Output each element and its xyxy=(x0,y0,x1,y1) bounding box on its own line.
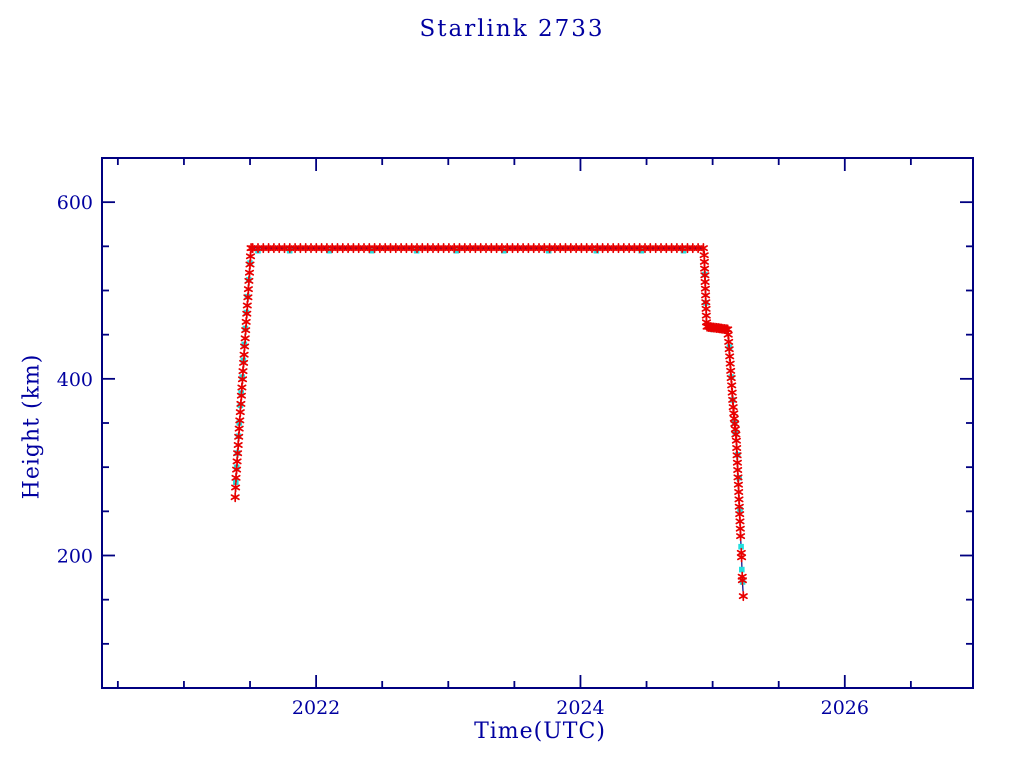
y-tick-label: 200 xyxy=(57,546,93,568)
asterisk-marker xyxy=(245,259,255,270)
asterisk-marker xyxy=(236,390,246,401)
y-tick-label: 400 xyxy=(57,369,93,391)
series-primary-markers xyxy=(230,243,748,602)
asterisk-marker xyxy=(737,552,747,563)
x-axis-title: Time(UTC) xyxy=(474,719,606,744)
series-secondary-markers xyxy=(233,247,746,585)
y-axis-title: Height (km) xyxy=(19,353,45,500)
y-tick-label: 600 xyxy=(57,192,93,214)
asterisk-marker xyxy=(235,415,245,426)
x-tick-label: 2026 xyxy=(821,697,869,719)
x-tick-label: 2024 xyxy=(556,697,604,719)
asterisk-marker xyxy=(243,292,253,303)
asterisk-marker xyxy=(736,531,746,542)
asterisk-marker xyxy=(233,439,243,451)
asterisk-marker xyxy=(240,333,250,344)
asterisk-marker xyxy=(239,349,249,360)
square-marker xyxy=(545,247,552,254)
asterisk-marker xyxy=(245,251,256,262)
asterisk-marker xyxy=(238,366,248,377)
asterisk-marker xyxy=(234,431,244,442)
square-marker xyxy=(738,543,744,550)
x-tick-label: 2022 xyxy=(292,697,340,719)
height-trend-line xyxy=(234,247,744,597)
asterisk-marker xyxy=(236,398,246,409)
asterisk-marker xyxy=(738,591,748,602)
plot-frame xyxy=(101,157,974,689)
asterisk-marker xyxy=(241,316,251,327)
asterisk-marker xyxy=(237,382,247,393)
asterisk-marker xyxy=(233,448,243,459)
asterisk-marker xyxy=(232,464,242,475)
asterisk-marker xyxy=(231,482,241,493)
asterisk-marker xyxy=(237,374,248,385)
asterisk-marker xyxy=(240,341,250,352)
asterisk-marker xyxy=(243,284,253,295)
asterisk-marker xyxy=(242,300,252,311)
asterisk-marker xyxy=(244,275,254,286)
asterisk-marker xyxy=(244,267,255,278)
chart-title: Starlink 2733 xyxy=(419,16,605,42)
asterisk-marker xyxy=(241,325,251,336)
asterisk-marker xyxy=(235,407,245,418)
asterisk-marker xyxy=(232,456,242,467)
asterisk-marker xyxy=(231,472,241,483)
asterisk-marker xyxy=(239,357,249,368)
asterisk-marker xyxy=(230,492,240,503)
asterisk-marker xyxy=(737,575,747,586)
square-marker xyxy=(739,566,745,573)
asterisk-marker xyxy=(242,308,252,319)
asterisk-marker xyxy=(234,423,244,434)
